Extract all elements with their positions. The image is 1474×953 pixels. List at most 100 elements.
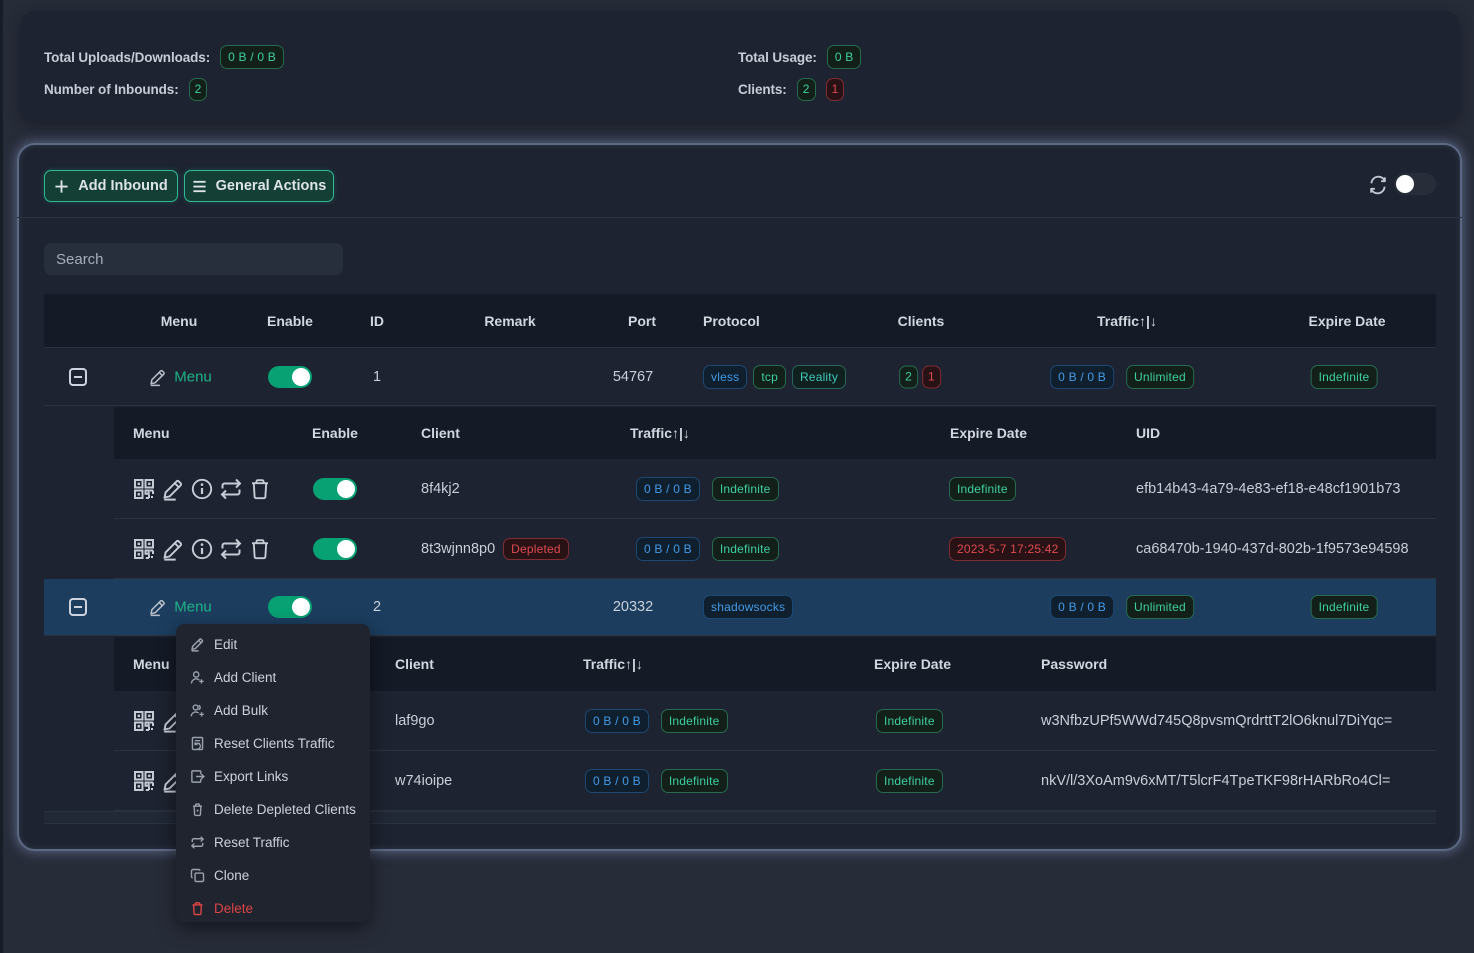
col-header-enable: Enable [267,312,313,329]
protocol-tag: shadowsocks [703,595,794,619]
delete-icon [191,902,204,916]
delete-icon[interactable] [248,477,272,501]
edit-icon[interactable] [161,537,185,561]
menu-item-label: Delete [214,901,254,916]
row1-protocol-cell: vless tcp Reality [703,364,847,389]
menu-item-add-bulk[interactable]: Add Bulk [176,694,370,727]
row1-clients-cell: 2 1 [899,365,941,388]
qr-code-icon[interactable] [132,537,156,561]
menu-item-delete-depleted-clients[interactable]: Delete Depleted Clients [176,793,370,826]
collapse-row-button[interactable] [69,367,87,386]
inbound-row-1[interactable]: Menu 1 54767 vless tcp Reality 2 1 0 B /… [44,348,1436,406]
client-expire-cell: Indefinite [876,708,943,733]
client-uid: ca68470b-1940-437d-802b-1f9573e94598 [1136,540,1409,557]
qr-code-icon[interactable] [132,709,156,733]
reset-traffic-icon[interactable] [219,537,243,561]
client-name-cell: 8t3wjnn8p0 Depleted [421,537,569,560]
c1-header-expire: Expire Date [950,425,1028,441]
client-enable-toggle[interactable] [313,477,357,500]
depleted-badge: Depleted [503,537,569,560]
inbound-row-2[interactable]: Menu 2 20332 shadowsocks 0 B / 0 B Unlim… [44,579,1436,636]
row1-clients-depleted: 1 [922,365,941,388]
stats-card: Total Uploads/Downloads: 0 B / 0 B Numbe… [20,11,1460,122]
stat-total-usage: Total Usage: 0 B [738,45,862,69]
row2-enable-toggle[interactable] [268,596,312,618]
c1-header-menu: Menu [133,425,170,441]
menu-item-label: Reset Traffic [214,835,290,850]
menu-item-reset-clients-traffic[interactable]: Reset Clients Traffic [176,727,370,760]
c1-header-uid: UID [1136,425,1161,441]
col-header-expire: Expire Date [1308,312,1386,329]
menu-item-label: Add Client [214,670,277,685]
row1-id: 1 [372,368,382,385]
row1-traffic-limit: Unlimited [1126,364,1194,389]
qr-code-icon[interactable] [132,769,156,793]
add-inbound-label: Add Inbound [78,178,168,194]
stat-total-updown-value: 0 B / 0 B [220,45,284,69]
client-uid: efb14b43-4a79-4e83-ef18-e48cf1901b73 [1136,480,1401,497]
c2-header-password: Password [1041,656,1108,672]
col-header-id: ID [370,312,384,329]
client-traffic-limit: Indefinite [711,536,779,561]
c2-header-menu: Menu [133,656,170,672]
row1-expire-cell: Indefinite [1310,364,1378,389]
info-icon[interactable] [190,537,214,561]
col-header-port: Port [628,312,656,329]
col-header-clients: Clients [897,312,945,329]
refresh-icon[interactable] [1368,175,1388,195]
toggle-knob [337,479,355,498]
menu-item-edit[interactable]: Edit [176,628,370,661]
client-expire: 2023-5-7 17:25:42 [949,536,1067,561]
menu-item-add-client[interactable]: Add Client [176,661,370,694]
row2-id: 2 [372,599,382,615]
menu-item-reset-traffic[interactable]: Reset Traffic [176,826,370,859]
menu-bars-icon [192,180,207,192]
client-traffic: 0 B / 0 B [585,708,649,733]
protocol-tag: vless [703,364,748,389]
client-enable-cell [313,477,357,500]
edit-icon[interactable] [161,477,185,501]
menu-item-label: Edit [214,637,238,652]
client-enable-toggle[interactable] [313,537,357,560]
stat-clients-label: Clients: [738,81,787,97]
edit-icon [149,599,165,617]
add-inbound-button[interactable]: Add Inbound [44,170,178,202]
menu-item-export-links[interactable]: Export Links [176,760,370,793]
row2-menu-label: Menu [174,598,212,616]
row1-traffic: 0 B / 0 B [1050,364,1114,389]
client-traffic-limit: Indefinite [660,708,728,733]
row1-enable-cell [268,365,312,388]
client-traffic: 0 B / 0 B [636,536,700,561]
general-actions-button[interactable]: General Actions [184,170,334,202]
clients-table-1-header: Menu Enable Client Traffic↑|↓ Expire Dat… [114,407,1436,459]
menu-item-label: Export Links [214,769,289,784]
client-password: nkV/l/3XoAm9v6xMT/T5lcrF4TpeTKF98rHARbRo… [1041,772,1391,789]
reset-traffic-icon[interactable] [219,477,243,501]
collapse-row-button[interactable] [69,598,87,616]
menu-item-clone[interactable]: Clone [176,859,370,892]
toggle-knob [337,539,355,558]
qr-code-icon[interactable] [132,477,156,501]
stat-inbounds-label: Number of Inbounds: [44,81,179,97]
edit-icon [190,638,204,652]
add-user-icon [190,671,205,685]
file-reset-icon [191,736,204,751]
client-expire-cell: Indefinite [949,476,1016,501]
c2-header-traffic: Traffic↑|↓ [583,656,643,672]
auto-refresh-toggle[interactable] [1394,173,1436,195]
row1-menu-link[interactable]: Menu [148,367,212,386]
row1-enable-toggle[interactable] [268,365,312,388]
delete-icon[interactable] [248,537,272,561]
stat-clients-depleted: 1 [825,77,845,101]
general-actions-label: General Actions [215,178,327,194]
stat-clients: Clients: 2 1 [738,77,845,101]
row2-menu-link[interactable]: Menu [148,598,212,617]
menu-item-delete[interactable]: Delete [176,892,370,925]
client-row: 8t3wjnn8p0 Depleted 0 B / 0 B Indefinite… [114,519,1436,579]
edit-icon [149,369,165,386]
info-icon[interactable] [190,477,214,501]
export-icon [191,770,205,783]
search-input[interactable] [44,243,343,275]
client-name: 8t3wjnn8p0 [421,540,496,557]
table-footer-strip [44,811,1436,824]
